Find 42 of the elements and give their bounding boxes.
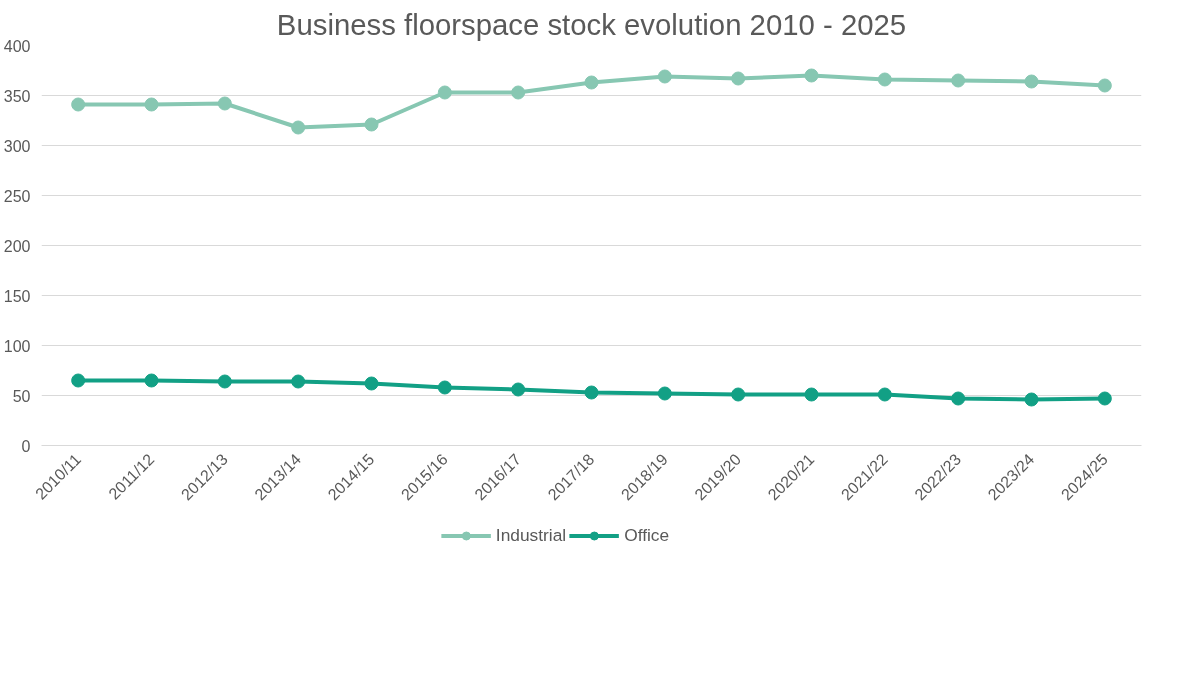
point — [364, 117, 379, 132]
y-tick-label: 250 — [3, 187, 31, 205]
point — [951, 73, 966, 88]
point — [731, 387, 746, 402]
point — [217, 96, 232, 111]
point — [584, 75, 599, 90]
point — [804, 68, 819, 83]
point — [71, 97, 86, 112]
y-tick-label: 200 — [3, 237, 31, 255]
point — [657, 386, 672, 401]
point — [584, 385, 599, 400]
point — [1097, 78, 1112, 93]
y-tick-label: 400 — [3, 37, 31, 55]
y-tick-label: 350 — [3, 87, 31, 105]
point — [217, 374, 232, 389]
point — [731, 71, 746, 86]
point — [144, 373, 159, 388]
point — [804, 387, 819, 402]
point — [291, 120, 306, 135]
point — [437, 85, 452, 100]
point — [511, 382, 526, 397]
legend-label: Office — [624, 524, 670, 546]
y-tick-label: 100 — [3, 337, 31, 355]
point — [437, 380, 452, 395]
point — [1024, 392, 1039, 407]
y-tick-label: 300 — [3, 137, 31, 155]
point — [71, 373, 86, 388]
point — [291, 374, 306, 389]
y-tick-label: 150 — [3, 287, 31, 305]
point — [144, 97, 159, 112]
chart-title: Business floorspace stock evolution 2010 - 2025 — [276, 7, 907, 41]
point — [951, 391, 966, 406]
point — [877, 387, 892, 402]
point — [364, 376, 379, 391]
y-tick-label: 0 — [21, 437, 31, 455]
legend-label: Industrial — [495, 524, 567, 546]
point — [877, 72, 892, 87]
point — [1097, 391, 1112, 406]
point — [1024, 74, 1039, 89]
point — [511, 85, 526, 100]
point — [657, 69, 672, 84]
y-tick-label: 50 — [12, 387, 31, 405]
